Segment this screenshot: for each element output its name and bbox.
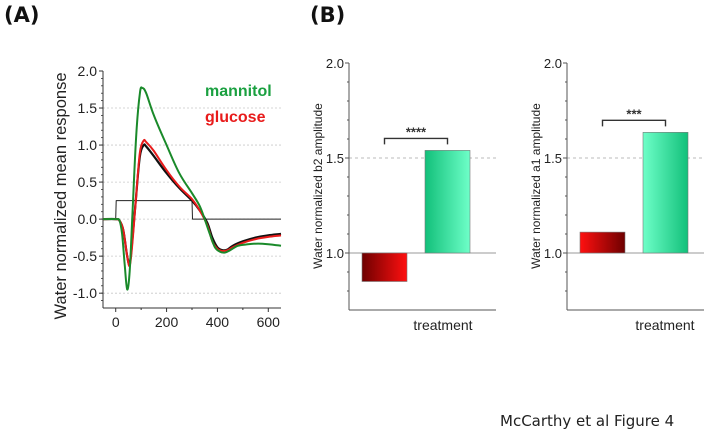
y-axis-label: Water normalized a1 amplitude bbox=[529, 103, 543, 269]
bar-chart-b2-amplitude: Water normalized b2 amplitude treatment … bbox=[311, 56, 496, 333]
series-group bbox=[102, 86, 282, 291]
axes: -1.0 -0.5 0.0 0.5 1.0 1.5 2.0 0 200 400 600 bbox=[73, 63, 281, 330]
legend-mannitol: mannitol bbox=[205, 83, 272, 100]
y-tick-label: 1.0 bbox=[544, 246, 562, 261]
x-axis-label: treatment bbox=[413, 317, 472, 333]
y-tick-label: 2.0 bbox=[326, 56, 344, 71]
series-line-glucose bbox=[102, 138, 282, 268]
legend-glucose: glucose bbox=[205, 109, 266, 126]
x-axis-label: treatment bbox=[635, 317, 694, 333]
series-line-mannitol bbox=[102, 86, 282, 291]
significance-label: *** bbox=[626, 106, 642, 121]
x-tick-label: 400 bbox=[206, 314, 230, 330]
x-tick-label: 200 bbox=[155, 314, 179, 330]
y-tick-label: 1.0 bbox=[78, 137, 98, 153]
bar-mannitol bbox=[424, 150, 471, 254]
y-tick-label: 0.5 bbox=[78, 174, 98, 190]
x-tick-label: 600 bbox=[257, 314, 281, 330]
series-line-stimulus bbox=[103, 200, 281, 220]
y-tick-label: 2.0 bbox=[78, 63, 98, 79]
y-tick-label: -0.5 bbox=[73, 248, 97, 264]
bar-glucose bbox=[579, 231, 626, 254]
y-axis-label: Water normalized b2 amplitude bbox=[311, 103, 325, 269]
y-tick-label: 1.5 bbox=[326, 151, 344, 166]
line-chart-a: -1.0 -0.5 0.0 0.5 1.0 1.5 2.0 0 200 400 600 Water … bbox=[52, 63, 282, 330]
y-axis-label: Water normalized mean response bbox=[52, 72, 70, 319]
bar-mannitol bbox=[642, 132, 689, 254]
y-tick-label: 0.0 bbox=[78, 211, 98, 227]
y-tick-label: 2.0 bbox=[544, 56, 562, 71]
y-tick-label: 1.5 bbox=[78, 100, 98, 116]
significance-label: **** bbox=[406, 124, 427, 139]
bar-glucose bbox=[361, 252, 408, 282]
bar-chart-a1-amplitude: Water normalized a1 amplitude treatment … bbox=[529, 56, 704, 333]
panel-label-b: (B) bbox=[310, 3, 346, 27]
significance-bracket bbox=[601, 119, 667, 127]
figure-caption: McCarthy et al Figure 4 bbox=[500, 412, 675, 430]
y-tick-label: 1.0 bbox=[326, 246, 344, 261]
x-tick-label: 0 bbox=[112, 314, 120, 330]
significance-bracket bbox=[383, 137, 449, 145]
y-tick-label: -1.0 bbox=[73, 285, 97, 301]
panel-label-a: (A) bbox=[4, 3, 40, 27]
y-tick-label: 1.5 bbox=[544, 151, 562, 166]
